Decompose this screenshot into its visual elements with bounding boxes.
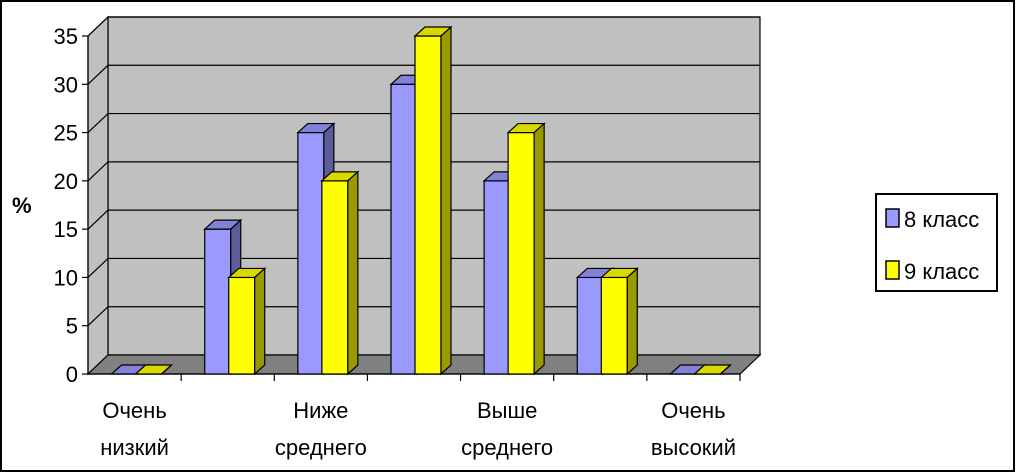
bar-9-6 xyxy=(692,364,732,375)
x-axis-labels: Очень низкий Ниже среднего Выше среднего Очень… xyxy=(100,398,736,460)
bar-side xyxy=(254,267,266,376)
bar-9-2 xyxy=(320,170,360,376)
bar-front xyxy=(204,228,232,375)
bar-9-5 xyxy=(599,267,639,376)
y-axis: 0 5 10 15 20 25 30 35 xyxy=(54,24,741,387)
x-label-6: Очень xyxy=(661,398,725,423)
y-tick-label-5: 5 xyxy=(66,314,78,339)
bar-9-1 xyxy=(227,267,267,376)
legend-swatch-9-class xyxy=(885,260,900,280)
bar-front xyxy=(297,131,325,375)
side-wall xyxy=(87,15,109,376)
bar-side xyxy=(720,364,731,375)
bar-side xyxy=(440,25,452,376)
bar-9-0 xyxy=(134,364,174,375)
y-tick-label-35: 35 xyxy=(54,24,78,49)
bar-front xyxy=(576,276,604,375)
x-label-0-line2: низкий xyxy=(100,435,169,460)
legend-swatch-8-class xyxy=(885,208,900,228)
legend-label-8-class: 8 класс xyxy=(904,207,979,232)
bar-front xyxy=(600,276,628,375)
legend-label-9-class: 9 класс xyxy=(904,259,979,284)
bars xyxy=(110,25,732,376)
y-tick-label-30: 30 xyxy=(54,72,78,97)
bar-front xyxy=(321,180,349,375)
bar-9-4 xyxy=(506,122,546,376)
y-tick-label-20: 20 xyxy=(54,169,78,194)
y-tick-label-25: 25 xyxy=(54,121,78,146)
x-label-2: Ниже xyxy=(293,398,348,423)
y-tick-label-10: 10 xyxy=(54,265,78,290)
gridline-25 xyxy=(87,112,760,134)
bar-9-3 xyxy=(413,25,453,376)
gridline-35 xyxy=(87,16,760,37)
y-tick-label-0: 0 xyxy=(66,362,78,387)
x-label-6-line2: высокий xyxy=(651,435,736,460)
x-label-2-line2: среднего xyxy=(275,435,367,460)
bar-front xyxy=(507,131,535,375)
bar-side xyxy=(533,122,545,376)
bar-side xyxy=(161,364,172,375)
x-label-4: Выше xyxy=(477,398,537,423)
y-axis-label: % xyxy=(12,193,32,218)
y-tick-label-15: 15 xyxy=(54,217,78,242)
bar-front xyxy=(390,83,418,375)
bar-front xyxy=(483,180,511,375)
bar-front xyxy=(414,35,442,375)
x-label-0: Очень xyxy=(102,398,166,423)
bar-front xyxy=(228,276,256,375)
legend: 8 класс 9 класс xyxy=(875,193,998,292)
bar-side xyxy=(626,267,638,376)
bar-side xyxy=(347,170,359,376)
x-label-4-line2: среднего xyxy=(461,435,553,460)
gridline-30 xyxy=(87,64,760,85)
